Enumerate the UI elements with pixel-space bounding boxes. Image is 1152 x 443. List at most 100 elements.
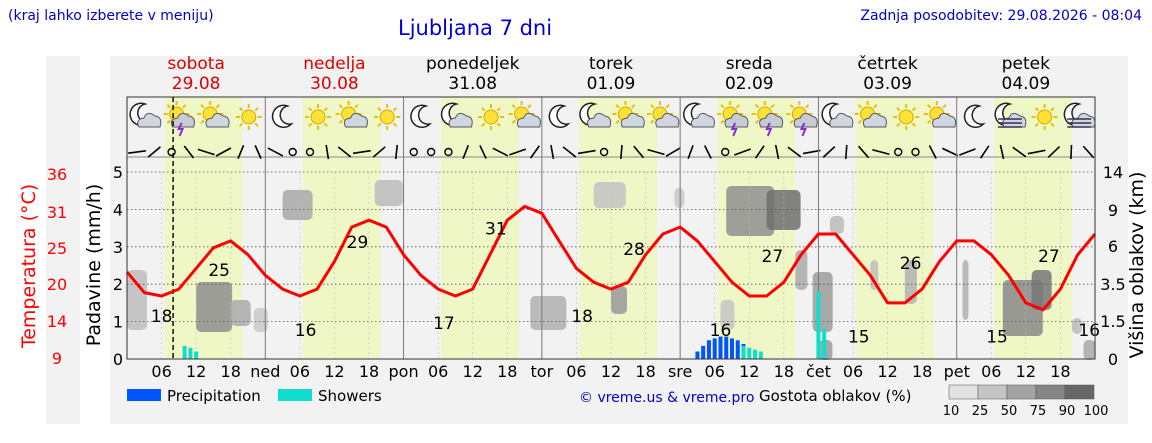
cloud-density-swatch bbox=[948, 384, 979, 400]
temperature-tick: 31 bbox=[47, 203, 67, 222]
cloud-density-tick: 10 bbox=[943, 404, 960, 419]
wind-barb bbox=[372, 146, 386, 158]
sun-icon bbox=[1037, 109, 1053, 125]
cloud-density-blob bbox=[230, 300, 251, 326]
day-name: nedelja bbox=[303, 54, 365, 74]
sun-ray bbox=[481, 122, 486, 127]
x-day-label: pon bbox=[389, 362, 419, 381]
shower-bar bbox=[194, 351, 199, 359]
wind-barb bbox=[802, 149, 821, 155]
sun-ray bbox=[238, 122, 244, 127]
sun-ray bbox=[896, 122, 901, 127]
precipitation-bar bbox=[701, 345, 706, 359]
sun-ray bbox=[1034, 122, 1039, 127]
wind-barb bbox=[999, 144, 1005, 160]
wind-barb bbox=[619, 144, 623, 160]
cloud-density-blob bbox=[720, 300, 735, 330]
daylight-band bbox=[855, 97, 934, 359]
weather-icon bbox=[548, 104, 571, 129]
sun-ray bbox=[308, 122, 313, 127]
wind-barb bbox=[774, 144, 780, 160]
wind-barb bbox=[959, 148, 976, 156]
lightning-icon bbox=[730, 122, 738, 137]
sun-ray bbox=[182, 104, 187, 109]
x-day-label: čet bbox=[806, 362, 831, 381]
cloud-density-layer bbox=[127, 180, 1096, 360]
temperature-tick: 9 bbox=[52, 349, 62, 368]
day-date: 29.08 bbox=[172, 74, 221, 94]
x-axis-labels: 06 12 18 06 12 18 ned 06 12 18 pon 06 12 18 tor 06 12 18 s… bbox=[151, 362, 1070, 381]
chart-title: Ljubljana 7 dni bbox=[398, 16, 553, 40]
cloud-density-blob bbox=[127, 270, 147, 330]
cloud-height-tick: 1.5 bbox=[1100, 312, 1125, 331]
wind-calm bbox=[409, 147, 418, 157]
temperature-layer: 18 25 16 29 17 31 18 28 16 27 15 26 15 27 16 bbox=[125, 204, 1100, 348]
sun-ray bbox=[496, 122, 501, 127]
temperature-data-label: 31 bbox=[485, 219, 507, 239]
cloud-height-tick: 0 bbox=[1108, 350, 1118, 369]
wind-barb bbox=[562, 146, 577, 158]
temperature-line bbox=[125, 204, 1097, 312]
x-hour-label: 18 bbox=[774, 362, 794, 381]
location-hint: (kraj lahko izberete v meniju) bbox=[8, 8, 214, 24]
temperature-tick: 14 bbox=[47, 312, 67, 331]
wind-barb bbox=[872, 148, 890, 156]
wind-barb bbox=[942, 147, 959, 157]
day-name: torek bbox=[589, 54, 633, 74]
day-name: četrtek bbox=[857, 54, 918, 74]
x-day-label: sre bbox=[668, 362, 692, 381]
cloud-icon bbox=[620, 112, 645, 128]
sun-ray bbox=[254, 122, 259, 127]
x-hour-label: 06 bbox=[428, 362, 448, 381]
wind-barb bbox=[754, 145, 765, 159]
sun-ray bbox=[615, 119, 620, 124]
sun-ray bbox=[338, 104, 343, 109]
plot-frame bbox=[126, 96, 1096, 360]
sun-ray bbox=[873, 104, 878, 109]
temperature-data-label: 27 bbox=[762, 247, 784, 267]
wind-barb bbox=[1012, 146, 1027, 158]
sun-ray bbox=[754, 104, 760, 109]
precipitation-bar bbox=[730, 338, 734, 359]
cloud-density-blob bbox=[674, 188, 685, 208]
cloud-density-swatch bbox=[1006, 384, 1037, 400]
weather-icon bbox=[478, 104, 504, 130]
wind-barb bbox=[197, 148, 215, 156]
temperature-data-label: 15 bbox=[848, 328, 870, 348]
temperature-tick: 36 bbox=[47, 165, 67, 184]
wind-barb bbox=[703, 145, 712, 159]
x-hour-label: 12 bbox=[463, 362, 483, 381]
temperature-tick: 20 bbox=[47, 275, 67, 294]
showers-legend-label: Showers bbox=[318, 387, 382, 405]
temperature-data-label: 18 bbox=[151, 307, 173, 327]
x-hour-label: 18 bbox=[912, 362, 932, 381]
sun-ray bbox=[166, 104, 171, 109]
sun-ray bbox=[323, 107, 328, 112]
weather-icon bbox=[271, 104, 294, 129]
precip-tick: 0 bbox=[113, 350, 123, 369]
cloud-icon bbox=[516, 112, 541, 128]
moon-icon bbox=[271, 104, 294, 129]
precip-tick: 2 bbox=[113, 275, 123, 294]
cloud-density-swatch bbox=[977, 384, 1008, 400]
cloud-density-blob bbox=[611, 286, 627, 314]
sun-ray bbox=[308, 107, 313, 112]
precipitation-bar bbox=[706, 340, 711, 359]
wind-barb bbox=[577, 149, 596, 155]
cloud-icon bbox=[1071, 112, 1096, 128]
precip-axis-title: Padavine (mm/h) bbox=[83, 184, 105, 347]
precipitation-bar bbox=[695, 351, 700, 359]
weather-icon bbox=[854, 101, 887, 128]
x-hour-label: 18 bbox=[1050, 362, 1070, 381]
temperature-axis-title: Temperatura (°C) bbox=[18, 184, 40, 349]
sun-ray bbox=[650, 104, 655, 109]
cloud-density-tick: 100 bbox=[1084, 404, 1109, 419]
wind-barb bbox=[687, 144, 694, 160]
wind-calm bbox=[911, 147, 920, 157]
x-hour-label: 12 bbox=[739, 362, 759, 381]
weather-icon bbox=[751, 101, 784, 137]
shower-bar bbox=[747, 347, 752, 359]
sun-ray bbox=[1050, 122, 1055, 127]
cloud-icon bbox=[793, 112, 818, 128]
wind-calm bbox=[894, 147, 903, 157]
